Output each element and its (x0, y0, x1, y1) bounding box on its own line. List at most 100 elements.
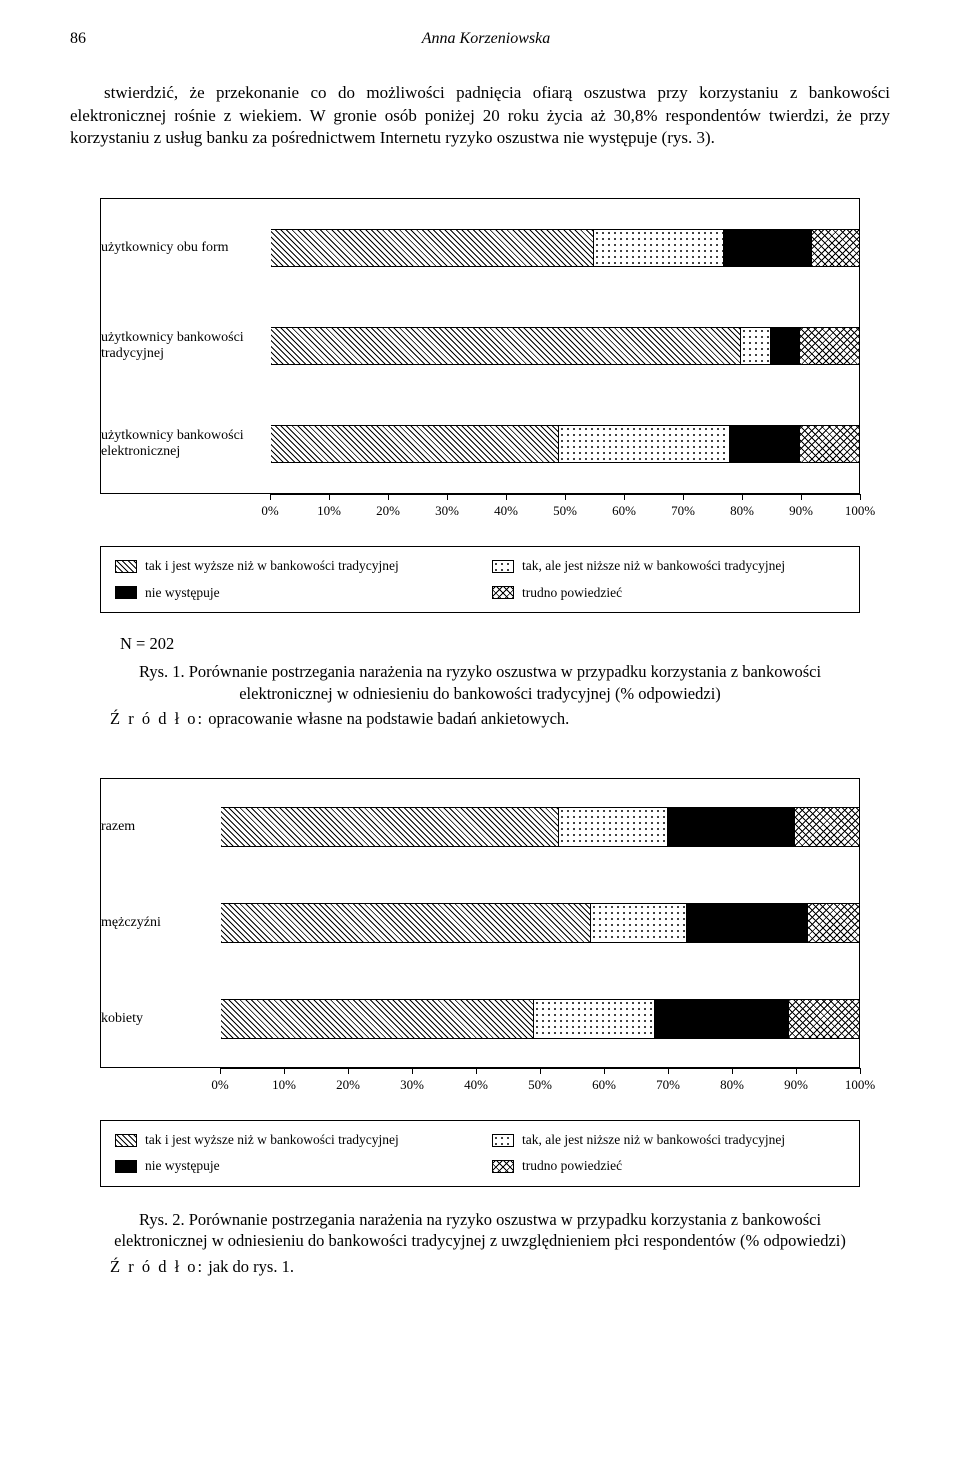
chart-row: kobiety (101, 971, 859, 1067)
x-tick-label: 10% (272, 1076, 296, 1094)
x-tick (801, 494, 802, 500)
legend-item: nie występuje (115, 584, 468, 602)
legend-swatch (492, 1134, 514, 1147)
running-header: 86 Anna Korzeniowska . (70, 28, 890, 50)
legend-label: tak i jest wyższe niż w bankowości trady… (145, 1131, 399, 1149)
x-tick (668, 1068, 669, 1074)
chart-category-label: użytkownicy bankowości tradycyjnej (101, 330, 271, 362)
x-tick (329, 494, 330, 500)
figure-1-source: Ź r ó d ł o: opracowanie własne na podst… (110, 708, 890, 730)
chart-2-plot: razem mężczyźnikobiety (100, 778, 860, 1068)
x-tick-label: 80% (720, 1076, 744, 1094)
bar-segment (812, 230, 859, 266)
chart-category-label: użytkownicy bankowości elektronicznej (101, 428, 271, 460)
x-tick (388, 494, 389, 500)
legend-swatch (115, 1160, 137, 1173)
bar-segment (559, 426, 730, 462)
bar-segment (687, 904, 808, 942)
x-tick (506, 494, 507, 500)
chart-1-legend: tak i jest wyższe niż w bankowości trady… (100, 546, 860, 612)
legend-swatch (115, 560, 137, 573)
bar-segment (559, 808, 667, 846)
legend-item: tak i jest wyższe niż w bankowości trady… (115, 557, 468, 575)
legend-swatch (492, 586, 514, 599)
bar-segment (221, 808, 559, 846)
bar-segment (655, 1000, 789, 1038)
bar-segment (741, 328, 770, 364)
figure-2-caption: Rys. 2. Porównanie postrzegania narażeni… (110, 1209, 850, 1252)
legend-swatch (492, 560, 514, 573)
bar-segment (534, 1000, 655, 1038)
x-tick-label: 70% (656, 1076, 680, 1094)
chart-2-legend: tak i jest wyższe niż w bankowości trady… (100, 1120, 860, 1186)
x-tick-label: 50% (553, 502, 577, 520)
x-tick-label: 10% (317, 502, 341, 520)
legend-item: tak, ale jest niższe niż w bankowości tr… (492, 1131, 845, 1149)
legend-label: nie występuje (145, 584, 220, 602)
x-tick (284, 1068, 285, 1074)
x-tick (860, 1068, 861, 1074)
x-tick-label: 0% (211, 1076, 228, 1094)
legend-item: trudno powiedzieć (492, 1157, 845, 1175)
x-tick (270, 494, 271, 500)
chart-bar-area (271, 297, 859, 395)
bar-segment (271, 426, 559, 462)
figure-1-caption-text: Porównanie postrzegania narażenia na ryz… (189, 662, 821, 702)
legend-label: trudno powiedzieć (522, 584, 622, 602)
x-tick-label: 30% (435, 502, 459, 520)
chart-row: użytkownicy obu form (101, 199, 859, 297)
legend-swatch (115, 586, 137, 599)
x-tick (476, 1068, 477, 1074)
chart-category-label: razem (101, 819, 221, 835)
x-tick-label: 70% (671, 502, 695, 520)
chart-2-x-axis: 0%10%20%30%40%50%60%70%80%90%100% (100, 1068, 860, 1102)
x-tick (447, 494, 448, 500)
x-tick-label: 20% (336, 1076, 360, 1094)
chart-bar-area (271, 199, 859, 297)
bar-segment (591, 904, 687, 942)
x-tick (624, 494, 625, 500)
x-tick-label: 100% (845, 502, 875, 520)
legend-item: tak i jest wyższe niż w bankowości trady… (115, 1131, 468, 1149)
x-tick (540, 1068, 541, 1074)
x-tick (742, 494, 743, 500)
figure-1-caption-prefix: Rys. 1. (139, 662, 189, 681)
legend-label: tak, ale jest niższe niż w bankowości tr… (522, 1131, 785, 1149)
page-number: 86 (70, 28, 86, 50)
bar-segment (730, 426, 801, 462)
x-tick (412, 1068, 413, 1074)
legend-item: nie występuje (115, 1157, 468, 1175)
x-tick (732, 1068, 733, 1074)
figure-2-source-label: Ź r ó d ł o: (110, 1257, 204, 1276)
chart-row: użytkownicy bankowości tradycyjnej (101, 297, 859, 395)
figure-1-caption: Rys. 1. Porównanie postrzegania narażeni… (110, 661, 850, 704)
x-tick (604, 1068, 605, 1074)
bar-segment (668, 808, 796, 846)
chart-1-plot: użytkownicy obu form użytkownicy bankowoś… (100, 198, 860, 494)
bar-segment (771, 328, 800, 364)
figure-1-source-label: Ź r ó d ł o: (110, 709, 204, 728)
body-paragraph: stwierdzić, że przekonanie co do możliwo… (70, 82, 890, 151)
bar-segment (795, 808, 859, 846)
bar-segment (271, 230, 594, 266)
bar-segment (800, 328, 859, 364)
bar-segment (724, 230, 812, 266)
x-tick (796, 1068, 797, 1074)
figure-1-chart: użytkownicy obu form użytkownicy bankowoś… (100, 198, 860, 528)
legend-swatch (115, 1134, 137, 1147)
chart-category-label: użytkownicy obu form (101, 240, 271, 256)
bar-segment (594, 230, 723, 266)
chart-bar-area (221, 779, 859, 875)
body-paragraph-block: stwierdzić, że przekonanie co do możliwo… (70, 82, 890, 151)
stacked-bar (221, 807, 859, 847)
legend-label: nie występuje (145, 1157, 220, 1175)
figure-1-n: N = 202 (120, 633, 890, 655)
chart-row: mężczyźni (101, 875, 859, 971)
figure-2-source-text: jak do rys. 1. (208, 1257, 294, 1276)
bar-segment (800, 426, 859, 462)
figure-2-caption-text: Porównanie postrzegania narażenia na ryz… (114, 1210, 846, 1250)
x-tick-label: 60% (592, 1076, 616, 1094)
x-tick-label: 40% (464, 1076, 488, 1094)
x-tick (565, 494, 566, 500)
bar-segment (221, 1000, 534, 1038)
